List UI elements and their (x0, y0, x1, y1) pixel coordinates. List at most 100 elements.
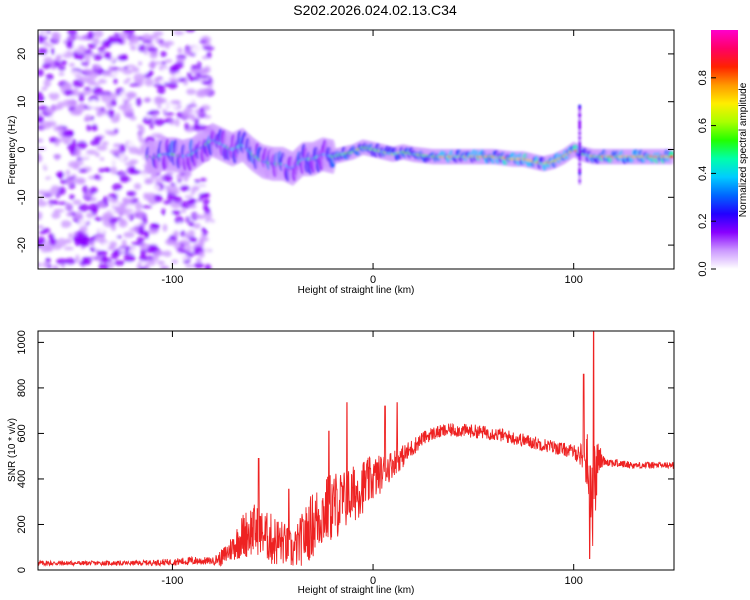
noise-blob (201, 227, 207, 233)
noise-blob (98, 51, 105, 55)
noise-blob (257, 187, 267, 195)
noise-blob (161, 208, 166, 216)
noise-blob (284, 120, 292, 128)
noise-blob (52, 31, 61, 41)
noise-blob (154, 250, 166, 257)
noise-blob (193, 262, 204, 269)
noise-blob (180, 255, 190, 261)
noise-blob (160, 50, 167, 58)
noise-blob (58, 124, 63, 132)
noise-blob (45, 257, 51, 264)
noise-blob (178, 77, 186, 83)
colorbar-ticks: 0.0 0.2 0.4 0.6 0.8 (697, 70, 716, 277)
noise-blob (195, 72, 202, 77)
noise-blob (179, 101, 190, 107)
noise-blob (162, 223, 168, 232)
noise-blob (56, 238, 68, 247)
noise-blob (202, 46, 215, 51)
noise-blob (123, 66, 129, 70)
noise-blob (119, 98, 125, 106)
noise-blob (99, 157, 105, 161)
noise-blob (101, 175, 113, 183)
noise-blob (130, 169, 141, 175)
noise-blob (237, 163, 246, 168)
noise-blob (66, 176, 76, 180)
noise-blob (302, 200, 310, 208)
noise-blob (69, 110, 82, 116)
noise-blob (196, 257, 202, 263)
noise-blob (119, 218, 126, 225)
spectrogram-y-tick-label: 20 (16, 48, 28, 60)
noise-blob (48, 88, 59, 94)
noise-blob (92, 64, 100, 70)
noise-blob (93, 53, 103, 61)
noise-blob (103, 51, 109, 60)
noise-blob (69, 224, 77, 230)
noise-blob (86, 229, 99, 235)
noise-blob (58, 65, 66, 71)
noise-blob (115, 112, 121, 121)
noise-blob (78, 154, 91, 158)
noise-blob (38, 47, 49, 56)
spectrogram-x-tick-label: -100 (161, 274, 183, 286)
noise-blob (143, 97, 152, 103)
noise-blob (102, 59, 111, 68)
noise-blob (45, 73, 54, 81)
noise-blob (51, 264, 59, 269)
noise-blob (94, 216, 103, 222)
noise-blob (45, 97, 51, 105)
noise-blob (139, 266, 146, 269)
noise-blob (199, 67, 208, 76)
noise-blob (123, 231, 135, 238)
noise-blob (126, 64, 136, 68)
noise-blob (131, 125, 137, 131)
noise-blob (162, 250, 172, 258)
noise-blob (169, 33, 177, 38)
noise-blob (113, 260, 125, 266)
noise-blob (144, 177, 154, 185)
noise-blob (160, 61, 167, 65)
noise-blob (191, 185, 200, 192)
noise-blob (67, 160, 80, 169)
noise-blob (42, 193, 53, 198)
noise-blob (38, 230, 47, 235)
noise-blob (162, 67, 168, 76)
noise-blob (93, 174, 101, 180)
noise-blob (263, 107, 270, 112)
noise-blob (154, 118, 166, 126)
noise-blob (38, 68, 44, 77)
noise-blob (75, 148, 82, 158)
noise-blob (121, 239, 127, 249)
noise-blob (321, 182, 330, 189)
noise-blob (98, 225, 105, 234)
noise-blob (197, 75, 209, 79)
noise-blob (173, 230, 180, 237)
noise-blob (38, 115, 45, 124)
noise-blob (152, 83, 164, 88)
noise-blob (79, 161, 84, 165)
noise-blob (86, 124, 92, 132)
noise-blob (80, 62, 89, 66)
noise-blob (97, 46, 106, 53)
noise-blob (194, 118, 200, 125)
noise-blob (154, 233, 160, 242)
noise-blob (163, 200, 172, 205)
noise-blob (102, 242, 109, 249)
noise-blob (188, 76, 198, 82)
noise-blob (108, 65, 113, 74)
noise-blob (259, 124, 270, 131)
noise-blob (123, 80, 129, 84)
noise-blob (78, 203, 90, 212)
noise-blob (113, 78, 118, 85)
noise-blob (66, 178, 74, 186)
noise-blob (157, 85, 166, 95)
spectrogram-x-tick-label: 100 (565, 274, 583, 286)
noise-blob (90, 241, 95, 247)
noise-blob (133, 183, 142, 190)
noise-blob (82, 185, 88, 194)
noise-blob (80, 241, 90, 247)
noise-blob (93, 30, 104, 38)
snr-x-tick-label: 100 (565, 575, 583, 587)
noise-blob (167, 212, 173, 218)
